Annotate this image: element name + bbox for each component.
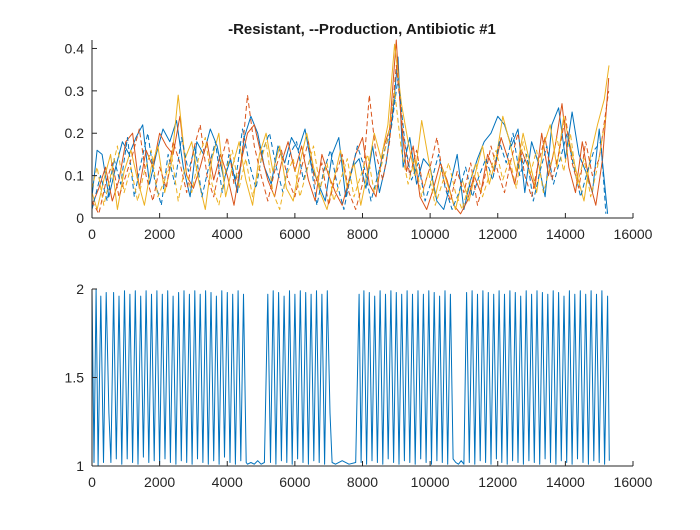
x-tick-label: 8000: [347, 474, 378, 490]
y-tick-label: 0.4: [65, 40, 85, 56]
x-tick-label: 0: [88, 226, 96, 242]
top-plot-area: 0 2000 4000 6000 8000 10000 12000 14000 16000 0 0.…: [65, 39, 653, 242]
y-tick-label: 1.5: [65, 370, 85, 386]
y-tick-label: 0.2: [65, 125, 85, 141]
x-tick-label: 14000: [546, 226, 585, 242]
x-tick-label: 8000: [347, 226, 378, 242]
x-tick-label: 6000: [279, 474, 310, 490]
y-tick-label: 0.1: [65, 168, 85, 184]
x-tick-label: 4000: [212, 474, 243, 490]
y-tick-label: 0: [76, 210, 84, 226]
series-line-0-4: [91, 64, 610, 215]
x-tick-label: 10000: [411, 474, 450, 490]
x-tick-label: 16000: [614, 226, 653, 242]
x-tick-label: 6000: [279, 226, 310, 242]
x-tick-label: 2000: [144, 226, 175, 242]
series-line-1-0: [91, 288, 610, 467]
x-tick-label: 4000: [212, 226, 243, 242]
x-tick-label: 0: [88, 474, 96, 490]
bottom-plot-area: 0 2000 4000 6000 8000 10000 12000 14000 16000 1 1.…: [65, 281, 653, 490]
x-tick-label: 10000: [411, 226, 450, 242]
series-line-0-1: [91, 39, 610, 215]
y-tick-label: 0.3: [65, 83, 85, 99]
x-tick-label: 12000: [478, 226, 517, 242]
x-tick-label: 12000: [478, 474, 517, 490]
y-tick-label: 2: [76, 281, 84, 297]
series-line-0-3: [91, 77, 607, 214]
x-tick-label: 14000: [546, 474, 585, 490]
series-line-0-5: [91, 90, 607, 210]
y-tick-label: 1: [76, 458, 84, 474]
x-tick-label: 2000: [144, 474, 175, 490]
x-tick-label: 16000: [614, 474, 653, 490]
chart-title: -Resistant, --Production, Antibiotic #1: [228, 21, 496, 38]
